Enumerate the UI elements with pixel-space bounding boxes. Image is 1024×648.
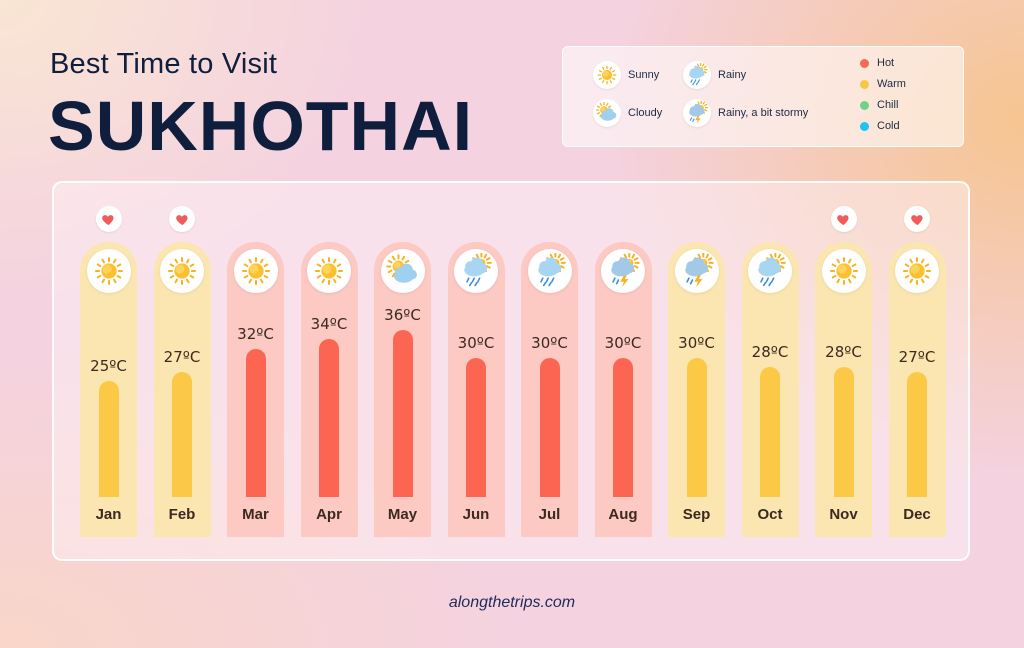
temperature-label: 28ºC — [751, 343, 789, 362]
month-label: Jul — [538, 506, 561, 523]
temperature-bar — [907, 371, 927, 497]
legend-item-chill: Chill — [860, 99, 898, 111]
temperature-bar — [98, 381, 119, 497]
hot-swatch — [860, 58, 869, 68]
legend-label: Chill — [877, 99, 899, 111]
legend-label: Cold — [877, 120, 900, 132]
rainy-icon — [527, 249, 572, 293]
legend-item-warm: Warm — [860, 78, 906, 90]
sunny-icon — [895, 249, 939, 293]
temperature-label: 27ºC — [163, 347, 201, 366]
legend-item-sunny: Sunny — [593, 61, 659, 89]
heart-icon — [830, 206, 857, 232]
stormy-icon — [683, 99, 711, 127]
rainy-icon — [748, 249, 792, 293]
stormy-icon — [601, 249, 645, 293]
sunny-icon — [160, 249, 204, 293]
month-label: Nov — [829, 506, 858, 523]
temperature-bar — [392, 330, 413, 497]
month-label: May — [387, 506, 418, 523]
month-label: Feb — [168, 506, 196, 523]
sunny-icon — [233, 249, 278, 293]
legend-item-cold: Cold — [860, 120, 900, 132]
temperature-bar — [319, 339, 339, 497]
temperature-label: 30ºC — [457, 333, 495, 352]
legend-label: Rainy — [718, 69, 747, 81]
temperature-bar — [833, 367, 854, 497]
cloudy-icon — [380, 249, 425, 293]
warm-swatch — [860, 79, 869, 89]
rainy-icon — [683, 61, 711, 89]
temperature-label: 25ºC — [90, 357, 127, 376]
temperature-label: 36ºC — [384, 306, 421, 324]
page-title: SUKHOTHAI — [48, 87, 474, 165]
temperature-bar — [539, 357, 560, 497]
temperature-bar — [760, 367, 780, 497]
temperature-bar — [172, 371, 192, 497]
legend-label: Sunny — [628, 69, 660, 81]
month-label: Aug — [608, 506, 638, 523]
legend-label: Warm — [877, 78, 906, 90]
heart-icon — [95, 206, 122, 232]
legend-item-hot: Hot — [860, 57, 894, 69]
temperature-label: 27ºC — [898, 347, 936, 366]
heart-icon — [169, 206, 195, 232]
legend-label: Rainy, a bit stormy — [718, 107, 809, 119]
temperature-label: 34ºC — [310, 315, 348, 334]
sunny-icon — [307, 249, 351, 293]
month-label: Sep — [682, 506, 711, 523]
month-label: Jun — [462, 506, 490, 523]
heart-icon — [904, 206, 930, 232]
legend-label: Hot — [877, 57, 895, 69]
cloudy-icon — [593, 99, 621, 127]
temperature-bar — [686, 357, 707, 497]
stormy-icon — [674, 249, 719, 293]
legend-item-stormy: Rainy, a bit stormy — [683, 99, 808, 127]
legend-label: Cloudy — [628, 107, 663, 119]
month-label: Dec — [903, 506, 931, 523]
temperature-bar — [466, 357, 486, 497]
month-label: Oct — [757, 506, 783, 523]
temperature-label: 30ºC — [604, 333, 642, 352]
subtitle: Best Time to Visit — [50, 48, 278, 80]
temperature-bar — [245, 348, 266, 497]
month-label: Apr — [316, 506, 342, 523]
legend-item-cloudy: Cloudy — [593, 99, 662, 127]
chill-swatch — [860, 100, 869, 110]
temperature-label: 30ºC — [531, 333, 568, 352]
legend: Sunny Cloudy Rainy Rainy, a bit stormy H… — [562, 46, 964, 147]
temperature-label: 30ºC — [678, 333, 715, 352]
sunny-icon — [821, 249, 866, 293]
website-link[interactable]: alongthetrips.com — [448, 594, 576, 611]
sunny-icon — [593, 61, 621, 89]
month-label: Jan — [95, 506, 122, 523]
temperature-label: 28ºC — [825, 343, 862, 362]
temperature-label: 32ºC — [237, 324, 274, 343]
cold-swatch — [860, 121, 869, 131]
sunny-icon — [86, 249, 131, 293]
legend-item-rainy: Rainy — [683, 61, 746, 89]
month-label: Mar — [242, 506, 269, 523]
rainy-icon — [454, 249, 498, 293]
temperature-bar — [613, 357, 633, 497]
